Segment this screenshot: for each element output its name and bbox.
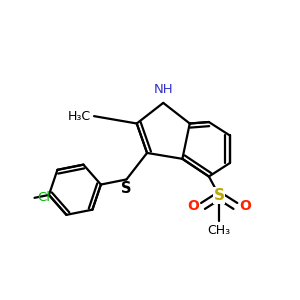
Text: H₃C: H₃C — [68, 110, 91, 123]
Text: CH₃: CH₃ — [208, 224, 231, 237]
Text: S: S — [122, 181, 132, 196]
Text: NH: NH — [153, 83, 173, 96]
Text: Cl: Cl — [38, 191, 50, 204]
Text: S: S — [214, 188, 225, 203]
Text: O: O — [188, 199, 200, 213]
Text: O: O — [239, 199, 251, 213]
